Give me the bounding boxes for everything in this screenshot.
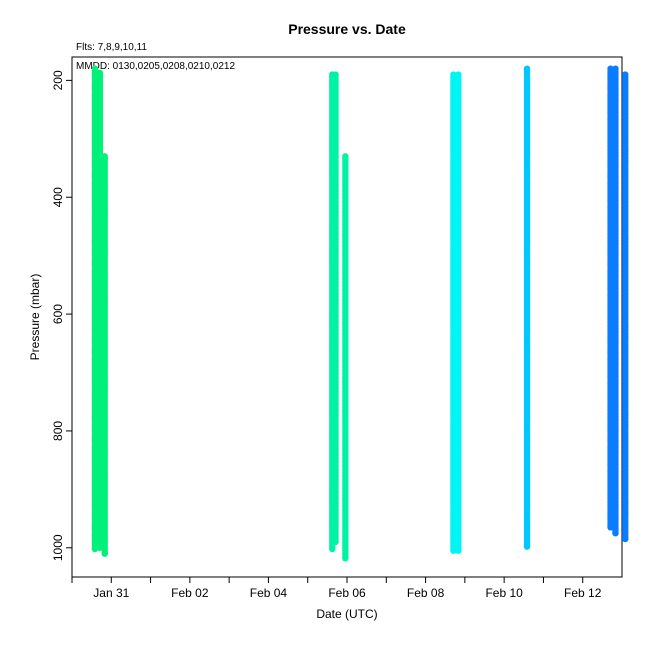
x-tick-label: Feb 06 bbox=[328, 586, 366, 600]
flights-annotation: Flts: 7,8,9,10,11 bbox=[76, 42, 147, 53]
data-point bbox=[342, 555, 349, 562]
data-point bbox=[612, 529, 619, 537]
data-point bbox=[329, 545, 336, 553]
data-point bbox=[455, 547, 462, 554]
data-point bbox=[450, 547, 457, 554]
y-tick-label: 400 bbox=[51, 187, 65, 207]
y-tick-label: 200 bbox=[51, 70, 65, 90]
y-tick-label: 1000 bbox=[51, 534, 65, 561]
x-tick-label: Feb 10 bbox=[485, 586, 523, 600]
series-2 bbox=[329, 71, 349, 562]
data-layer bbox=[91, 65, 629, 562]
data-point bbox=[101, 550, 108, 557]
x-tick-label: Jan 31 bbox=[93, 586, 129, 600]
chart-title: Pressure vs. Date bbox=[288, 21, 406, 37]
data-point bbox=[607, 524, 614, 531]
x-tick-label: Feb 12 bbox=[564, 586, 602, 600]
x-tick-label: Feb 08 bbox=[407, 586, 445, 600]
data-point bbox=[622, 535, 629, 543]
dates-annotation: MMDD: 0130,0205,0208,0210,0212 bbox=[76, 61, 235, 72]
series-5 bbox=[607, 65, 629, 543]
x-tick-label: Feb 04 bbox=[250, 586, 288, 600]
data-point bbox=[91, 545, 99, 553]
series-4 bbox=[523, 65, 531, 550]
series-3 bbox=[450, 71, 462, 554]
data-point bbox=[523, 543, 531, 550]
data-point bbox=[332, 538, 339, 546]
x-axis-label: Date (UTC) bbox=[316, 607, 377, 621]
y-tick-label: 800 bbox=[51, 421, 65, 441]
y-axis-ticks: 200 400 600 800 1000 bbox=[51, 70, 72, 561]
x-tick-label: Feb 02 bbox=[171, 586, 209, 600]
y-tick-label: 600 bbox=[51, 304, 65, 324]
y-axis-label: Pressure (mbar) bbox=[28, 274, 42, 361]
series-1 bbox=[91, 65, 108, 557]
data-point bbox=[96, 544, 104, 551]
x-axis-ticks: Jan 31 Feb 02 Feb 04 Feb 06 Feb 08 Feb 10 Feb … bbox=[71, 577, 602, 600]
